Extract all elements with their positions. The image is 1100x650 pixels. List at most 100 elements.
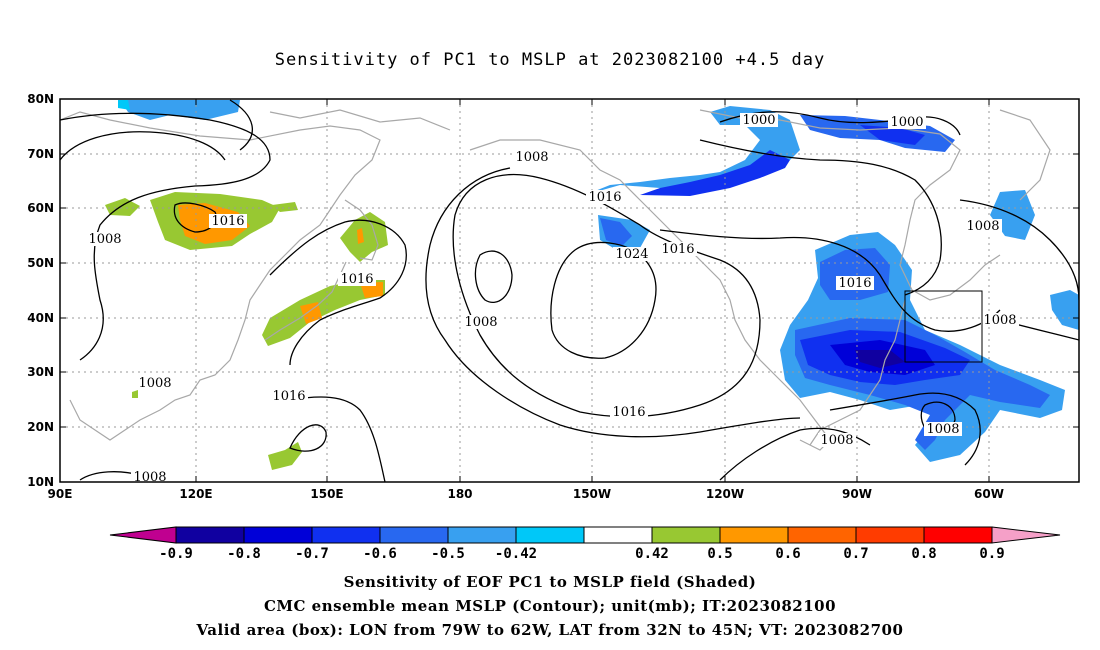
shade-positive-kamchatka-core <box>357 228 364 244</box>
caption-line-1: Sensitivity of EOF PC1 to MSLP field (Sh… <box>343 573 757 591</box>
contour-label: 1000 <box>890 115 923 130</box>
colorbar-swatch <box>379 526 449 544</box>
colorbar-label: -0.8 <box>227 546 261 562</box>
lon-tick-label: 120E <box>179 487 212 501</box>
lon-tick-label: 120W <box>706 487 744 501</box>
contour-label-bg <box>131 470 169 484</box>
shade-negative-atlantic-east <box>1050 290 1079 330</box>
contour-label-bg <box>513 150 551 164</box>
contour-1016-north-america <box>659 229 1001 332</box>
contour-1008-caribbean <box>829 392 981 466</box>
colorbar-label: 0.6 <box>775 546 800 562</box>
lat-tick-label: 50N <box>27 256 54 270</box>
lon-tick-label: 150E <box>310 487 343 501</box>
colorbar-swatch <box>651 526 721 544</box>
contour-label: 1016 <box>612 405 645 420</box>
colorbar-label: -0.42 <box>495 546 537 562</box>
lat-tick-label: 80N <box>27 92 54 106</box>
contour-1008-arctic-low <box>229 99 253 151</box>
colorbar-swatch <box>787 526 857 544</box>
contour-label: 1016 <box>588 190 621 205</box>
shade-negative-alaska-core <box>640 150 790 196</box>
contour-1008-north-america <box>699 139 942 296</box>
contour-label-bg <box>613 247 651 261</box>
colorbar-swatch <box>311 526 381 544</box>
contour-label: 1008 <box>88 232 121 247</box>
contour-1008-atlantic <box>959 199 1079 301</box>
contour-label: 1008 <box>464 315 497 330</box>
colorbar: -0.9 -0.8 -0.7 -0.6 -0.5 -0.42 0.42 0.5 0.6 0.7 0.… <box>109 526 1061 562</box>
contour-label-bg <box>818 433 856 447</box>
shade-negative-arctic-west <box>120 100 240 120</box>
colorbar-label: -0.9 <box>159 546 193 562</box>
coast-kamchatka <box>344 199 379 261</box>
graticule <box>60 99 1079 482</box>
caption-line-3: Valid area (box): LON from 79W to 62W, L… <box>196 621 904 639</box>
contour-label: 1016 <box>272 389 305 404</box>
contour-label-bg <box>209 214 247 228</box>
coast-alaska <box>469 139 831 451</box>
contour-1024-pacific-high <box>550 241 657 359</box>
contour-label-bg <box>610 405 648 419</box>
contour-label-bg <box>888 115 926 129</box>
contour-1016-pacific-high-outer <box>452 174 761 418</box>
shade-negative-eastern-us-max <box>855 350 905 368</box>
valid-area-box <box>904 290 983 363</box>
contour-label: 1016 <box>211 214 244 229</box>
contour-1016-aleutian <box>474 250 513 303</box>
lat-tick-label: 30N <box>27 365 54 379</box>
lat-tick-label: 70N <box>27 147 54 161</box>
colorbar-swatch <box>719 526 789 544</box>
colorbar-label: -0.5 <box>431 546 465 562</box>
contour-label-bg <box>136 376 174 390</box>
colorbar-swatch <box>583 526 653 544</box>
lat-tick-label: 60N <box>27 201 54 215</box>
colorbar-label: -0.6 <box>363 546 397 562</box>
contour-label-bg <box>86 232 124 246</box>
colorbar-label: 0.5 <box>707 546 732 562</box>
lon-tick-label: 90W <box>842 487 872 501</box>
colorbar-label: -0.7 <box>295 546 329 562</box>
coast-greenland <box>999 109 1051 201</box>
contour-label-bg <box>981 313 1019 327</box>
shade-positive-kamchatka <box>340 212 388 262</box>
contour-label-bg <box>462 315 500 329</box>
contour-label: 1008 <box>983 313 1016 328</box>
contour-label-bg <box>270 389 308 403</box>
colorbar-label: 0.7 <box>843 546 868 562</box>
colorbar-swatch <box>243 526 313 544</box>
contour-1000-north <box>719 111 961 136</box>
shade-negative-arctic-east-core <box>860 125 925 145</box>
lat-tick-label: 40N <box>27 311 54 325</box>
colorbar-swatch <box>515 526 585 544</box>
colorbar-overflow-triangle <box>991 526 1061 544</box>
shade-negative-alaska <box>585 106 800 252</box>
colorbar-label: 0.42 <box>635 546 669 562</box>
contour-label-bg <box>836 276 874 290</box>
contour-label: 1016 <box>340 272 373 287</box>
contour-label: 1024 <box>615 247 648 262</box>
contour-label-bg <box>924 422 962 436</box>
contour-1008-subtropics <box>289 396 386 482</box>
coast-asia <box>60 111 381 441</box>
shade-positive-scs <box>132 390 138 398</box>
shade-negative-gulf-alaska <box>600 218 632 246</box>
contour-label: 1008 <box>820 433 853 448</box>
shade-negative-arctic-west-core <box>118 100 130 110</box>
contour-1008-japan <box>269 219 407 366</box>
contour-label: 1008 <box>515 150 548 165</box>
contour-1008-wpac-low <box>289 424 327 452</box>
colorbar-swatch <box>855 526 925 544</box>
shade-positive-wpac <box>268 442 302 470</box>
colorbar-swatch <box>447 526 517 544</box>
lat-tick-label: 10N <box>27 475 54 489</box>
shade-positive-japan <box>262 280 385 346</box>
colorbar-underflow-triangle <box>109 526 177 544</box>
lon-tick-label: 90E <box>48 487 73 501</box>
coast-us-east <box>809 299 906 446</box>
shade-positive-manchuria-west <box>105 198 140 216</box>
lon-tick-label: 150W <box>573 487 611 501</box>
contour-label: 1008 <box>926 422 959 437</box>
